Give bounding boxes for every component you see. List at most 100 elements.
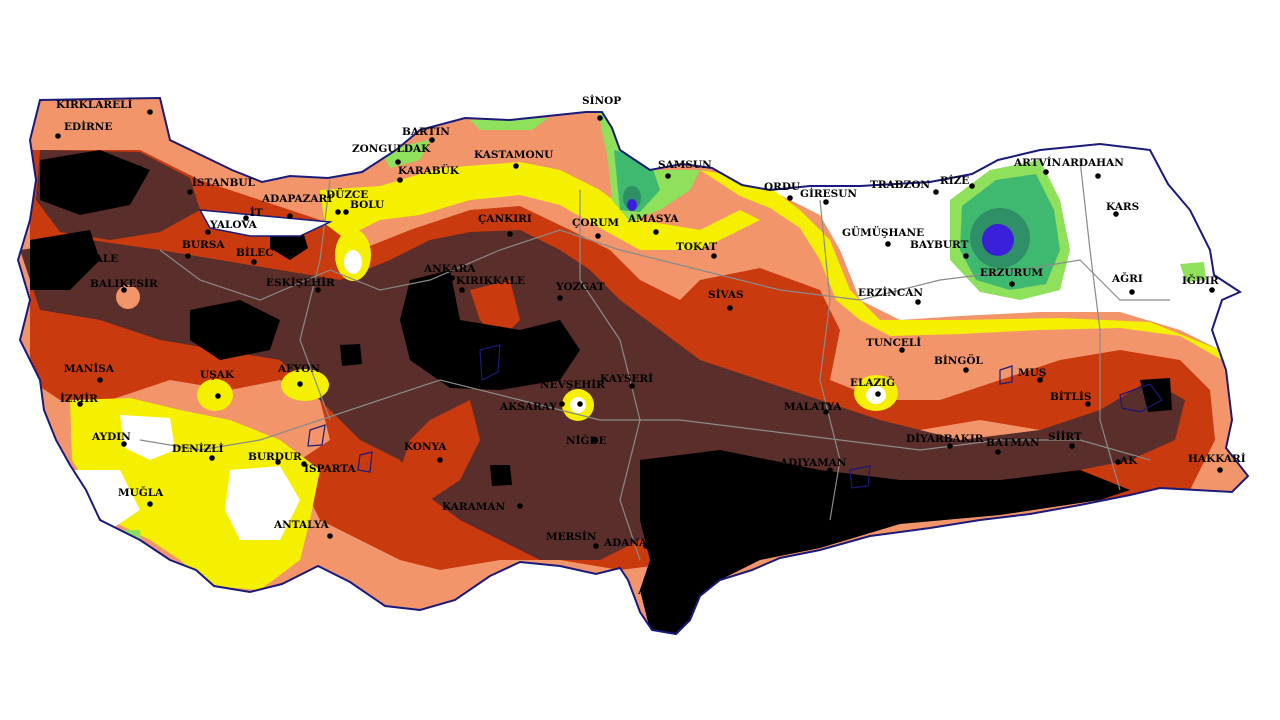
- extreme-dry-van: [1140, 378, 1172, 412]
- city-nevsehir: NEVŞEHİR: [540, 377, 605, 407]
- city-adana: ADANA: [603, 537, 649, 549]
- city-kocaeli: İT: [243, 205, 263, 221]
- city-ordu: ORDU: [764, 181, 800, 201]
- city-label-bilecik: BİLEC: [236, 245, 274, 259]
- city-agri: AĞRI: [1111, 271, 1143, 295]
- city-marker-aksaray: [559, 401, 565, 407]
- city-label-tunceli: TUNCELİ: [866, 335, 921, 349]
- city-label-denizli: DENİZLİ: [172, 441, 224, 455]
- city-label-erzincan: ERZİNCAN: [858, 285, 923, 299]
- city-label-hatay: A: [637, 585, 647, 597]
- city-label-bitlis: BİTLİS: [1050, 389, 1091, 403]
- city-marker-artvin: [1043, 169, 1049, 175]
- city-marker-antalya: [327, 533, 333, 539]
- city-marker-konya: [437, 457, 443, 463]
- extreme-wet-samsun: [627, 199, 637, 211]
- city-marker-sinop: [597, 115, 603, 121]
- near-normal-afyon: [281, 369, 329, 401]
- city-erzincan: ERZİNCAN: [858, 285, 923, 305]
- city-label-kirsehir: KIRŞEHİR: [506, 335, 568, 349]
- city-marker-mugla: [147, 501, 153, 507]
- city-marker-kirikkale: [459, 287, 465, 293]
- city-marker-karabuk: [397, 177, 403, 183]
- severe-dry-band: [20, 230, 1185, 560]
- city-label-duzce: DÜZCE: [326, 187, 368, 201]
- city-marker-adiyaman: [827, 467, 833, 473]
- city-marker-aydin: [121, 441, 127, 447]
- city-label-aydin: AYDIN: [91, 431, 131, 443]
- extreme-dry-central: [400, 270, 580, 390]
- city-marker-nigde: [591, 437, 597, 443]
- city-label-isparta: ISPARTA: [304, 463, 357, 475]
- city-burdur: BURDUR: [248, 451, 302, 465]
- city-bilecik: BİLEC: [236, 245, 274, 265]
- city-trabzon: TRABZON: [870, 179, 939, 195]
- city-marker-erzurum: [1009, 281, 1015, 287]
- city-marker-kutahya: [247, 333, 253, 339]
- city-sivas: SİVAS: [708, 287, 744, 311]
- city-hakkari: HAKKARİ: [1188, 451, 1246, 473]
- city-marker-giresun: [823, 199, 829, 205]
- city-label-bursa: BURSA: [182, 239, 225, 251]
- city-aydin: AYDIN: [91, 431, 131, 447]
- city-label-igdir: IĞDIR: [1182, 273, 1219, 287]
- city-marker-agri: [1129, 289, 1135, 295]
- city-label-corum: ÇORUM: [572, 217, 619, 229]
- city-kirikkale: KIRIKKALE: [456, 275, 525, 293]
- extreme-dry-canakkale: [30, 230, 100, 290]
- city-karaman: KARAMAN: [442, 501, 523, 513]
- city-marker-zonguldak: [395, 159, 401, 165]
- city-edirne: EDİRNE: [55, 119, 112, 139]
- city-marker-diyarbakir: [947, 443, 953, 449]
- city-label-kastamonu: KASTAMONU: [474, 149, 553, 161]
- city-mus: MUŞ: [1018, 367, 1046, 383]
- city-label-burdur: BURDUR: [248, 451, 302, 463]
- city-marker-cankiri: [507, 231, 513, 237]
- city-adiyaman: ADIYAMAN: [779, 457, 847, 473]
- city-label-agri: AĞRI: [1111, 271, 1143, 285]
- city-label-adiyaman: ADIYAMAN: [779, 457, 847, 469]
- city-usak: UŞAK: [200, 369, 235, 399]
- city-marker-rize: [969, 183, 975, 189]
- city-marker-bitlis: [1085, 401, 1091, 407]
- city-label-amasya: AMASYA: [627, 213, 679, 225]
- city-konya: KONYA: [404, 441, 447, 463]
- city-marker-nevsehir: [577, 401, 583, 407]
- city-label-adapazari: ADAPAZARI: [261, 193, 332, 205]
- city-marker-siirt: [1069, 443, 1075, 449]
- city-cankiri: ÇANKIRI: [478, 213, 532, 237]
- mild-wet-igdir: [1180, 262, 1206, 282]
- city-kirsehir: KIRŞEHİR: [506, 335, 568, 353]
- city-label-mersin: MERSİN: [546, 529, 597, 543]
- city-label-hakkari: HAKKARİ: [1188, 451, 1246, 465]
- city-label-tokat: TOKAT: [676, 241, 717, 253]
- city-label-cankiri: ÇANKIRI: [478, 213, 532, 225]
- city-label-izmir: İZMİR: [60, 391, 98, 405]
- city-label-kutahya: YA: [249, 321, 266, 333]
- city-ardahan: ARDAHAN: [1061, 157, 1124, 179]
- city-marker-denizli: [209, 455, 215, 461]
- city-marker-mersin: [593, 543, 599, 549]
- city-marker-afyon: [297, 381, 303, 387]
- city-kayseri: KAYSERİ: [600, 371, 653, 389]
- city-eskisehir: ESKİŞEHİR: [266, 275, 335, 293]
- extreme-wet-erzurum: [982, 224, 1014, 256]
- city-marker-erzincan: [915, 299, 921, 305]
- city-marker-mus: [1037, 377, 1043, 383]
- city-kutahya: YA: [247, 321, 266, 339]
- city-marker-kirsehir: [535, 347, 541, 353]
- city-marker-kars: [1113, 211, 1119, 217]
- city-marker-ankara: [449, 275, 455, 281]
- city-label-aksaray: AKSARAY: [499, 401, 557, 413]
- city-marker-bursa: [185, 253, 191, 259]
- city-label-ordu: ORDU: [764, 181, 800, 193]
- city-label-diyarbakir: DİYARBAKIR: [906, 431, 984, 445]
- city-antalya: ANTALYA: [273, 519, 333, 539]
- city-label-ardahan: ARDAHAN: [1061, 157, 1124, 169]
- city-igdir: IĞDIR: [1182, 273, 1219, 293]
- city-marker-corum: [595, 233, 601, 239]
- city-marker-kirklareli: [147, 109, 153, 115]
- city-marker-ardahan: [1095, 173, 1101, 179]
